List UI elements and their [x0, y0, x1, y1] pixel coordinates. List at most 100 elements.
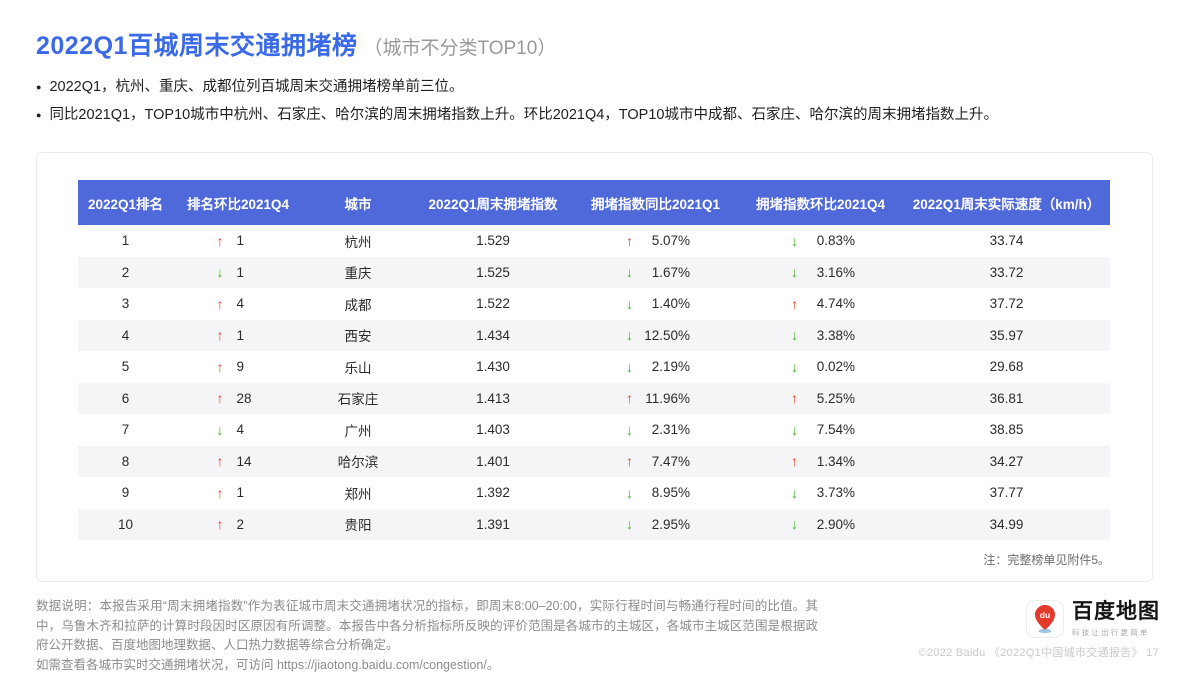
congestion-index-cell: 1.430: [476, 359, 510, 375]
logo-tagline: 科技让出行更简单: [1072, 628, 1150, 637]
ranking-table: 2022Q1排名 排名环比2021Q4 城市 2022Q1周末拥堵指数 拥堵指数…: [78, 180, 1110, 540]
rank-change-value: 1: [236, 233, 245, 249]
congestion-index-cell: 1.522: [476, 296, 510, 312]
city-cell: 重庆: [344, 266, 372, 282]
col-yoy: 拥堵指数同比2021Q1: [573, 180, 738, 225]
rank-change-cell: ↑ 1: [173, 225, 303, 257]
rank-cell: 2: [121, 264, 130, 280]
speed-cell: 34.99: [989, 516, 1024, 532]
qoq-cell: ↓ 3.38%: [738, 320, 903, 352]
baidu-maps-logo: du 百度地图 科技让出行更简单: [1026, 600, 1160, 638]
yoy-value: 2.19%: [651, 359, 690, 375]
qoq-value: 3.16%: [816, 264, 855, 280]
yoy-cell: ↑ 5.07%: [573, 225, 738, 257]
yoy-value: 11.96%: [645, 390, 690, 406]
page-title: 2022Q1百城周末交通拥堵榜: [36, 32, 358, 60]
table-row: 5 ↑ 9 乐山 1.430 ↓ 2.19% ↓ 0.02% 29.68: [78, 351, 1110, 383]
trend-arrow-icon: ↑: [216, 484, 224, 501]
bullet-text: 同比2021Q1，TOP10城市中杭州、石家庄、哈尔滨的周末拥堵指数上升。环比2…: [49, 107, 998, 123]
congestion-index-cell: 1.392: [476, 485, 510, 501]
trend-arrow-icon: ↓: [626, 295, 633, 312]
col-rank-change: 排名环比2021Q4: [173, 180, 303, 225]
description-text: 数据说明：本报告采用“周末拥堵指数”作为表征城市周末交通拥堵状况的指标，即周末8…: [36, 599, 818, 653]
congestion-url-link[interactable]: https://jiaotong.baidu.com/congestion/: [276, 657, 487, 672]
table-row: 10 ↑ 2 贵阳 1.391 ↓ 2.95% ↓ 2.90% 34.99: [78, 508, 1110, 541]
yoy-cell: ↓ 8.95%: [573, 477, 738, 509]
table-row: 2 ↓ 1 重庆 1.525 ↓ 1.67% ↓ 3.16% 33.72: [78, 256, 1110, 289]
summary-bullets: ● 2022Q1，杭州、重庆、成都位列百城周末交通拥堵榜单前三位。 ● 同比20…: [36, 78, 998, 134]
rank-cell: 9: [121, 485, 130, 501]
yoy-cell: ↓ 1.40%: [573, 288, 738, 320]
rank-change-cell: ↑ 14: [173, 446, 303, 478]
qoq-value: 4.74%: [816, 296, 855, 312]
city-cell: 西安: [344, 329, 372, 345]
qoq-cell: ↑ 1.34%: [738, 446, 903, 478]
table-row: 6 ↑ 28 石家庄 1.413 ↑ 11.96% ↑ 5.25% 36.81: [78, 382, 1110, 415]
city-cell: 贵阳: [344, 518, 372, 534]
yoy-value: 2.95%: [651, 516, 690, 532]
rank-change-value: 4: [236, 296, 245, 312]
rank-change-value: 28: [236, 390, 252, 406]
ranking-table-wrap: 2022Q1排名 排名环比2021Q4 城市 2022Q1周末拥堵指数 拥堵指数…: [78, 180, 1110, 540]
col-speed: 2022Q1周末实际速度（km/h）: [903, 180, 1110, 225]
page-subtitle: （城市不分类TOP10）: [363, 38, 557, 59]
congestion-index-cell: 1.401: [476, 453, 510, 469]
trend-arrow-icon: ↓: [791, 516, 798, 533]
city-cell: 杭州: [344, 234, 372, 250]
rank-change-value: 4: [236, 422, 245, 438]
table-row: 8 ↑ 14 哈尔滨 1.401 ↑ 7.47% ↑ 1.34% 34.27: [78, 445, 1110, 478]
trend-arrow-icon: ↑: [216, 390, 224, 407]
trend-arrow-icon: ↑: [626, 390, 633, 407]
city-cell: 郑州: [344, 486, 372, 502]
speed-cell: 33.72: [989, 264, 1024, 280]
qoq-value: 7.54%: [816, 422, 855, 438]
speed-cell: 34.27: [989, 453, 1024, 469]
qoq-cell: ↓ 3.16%: [738, 257, 903, 289]
col-rank: 2022Q1排名: [78, 180, 173, 225]
qoq-cell: ↓ 2.90%: [738, 509, 903, 541]
rank-cell: 7: [121, 422, 130, 438]
yoy-cell: ↓ 1.67%: [573, 257, 738, 289]
rank-change-cell: ↓ 4: [173, 414, 303, 446]
rank-cell: 3: [121, 296, 130, 312]
table-row: 7 ↓ 4 广州 1.403 ↓ 2.31% ↓ 7.54% 38.85: [78, 414, 1110, 446]
yoy-cell: ↑ 11.96%: [573, 383, 738, 415]
col-qoq: 拥堵指数环比2021Q4: [738, 180, 903, 225]
rank-change-value: 2: [236, 516, 245, 532]
qoq-value: 0.83%: [816, 233, 855, 249]
trend-arrow-icon: ↑: [216, 295, 224, 312]
trend-arrow-icon: ↓: [791, 421, 798, 438]
rank-change-cell: ↑ 9: [173, 351, 303, 383]
rank-change-value: 14: [236, 453, 252, 469]
access-suffix: 。: [486, 657, 500, 672]
rank-change-cell: ↑ 4: [173, 288, 303, 320]
svg-text:du: du: [1040, 610, 1050, 620]
trend-arrow-icon: ↓: [791, 484, 798, 501]
rank-change-value: 9: [236, 359, 245, 375]
trend-arrow-icon: ↓: [791, 327, 798, 344]
trend-arrow-icon: ↓: [626, 484, 633, 501]
table-note: 注：完整榜单见附件5。: [983, 553, 1110, 567]
rank-change-cell: ↑ 1: [173, 320, 303, 352]
trend-arrow-icon: ↓: [216, 421, 224, 438]
map-pin-icon: du: [1026, 600, 1064, 638]
qoq-cell: ↓ 0.83%: [738, 225, 903, 257]
rank-cell: 6: [121, 390, 130, 406]
bullet-item: ● 同比2021Q1，TOP10城市中杭州、石家庄、哈尔滨的周末拥堵指数上升。环…: [36, 106, 998, 124]
yoy-cell: ↑ 7.47%: [573, 446, 738, 478]
qoq-cell: ↑ 5.25%: [738, 383, 903, 415]
speed-cell: 37.77: [989, 485, 1024, 501]
trend-arrow-icon: ↓: [791, 232, 798, 249]
data-description: 数据说明：本报告采用“周末拥堵指数”作为表征城市周末交通拥堵状况的指标，即周末8…: [36, 597, 818, 674]
qoq-value: 2.90%: [816, 516, 855, 532]
trend-arrow-icon: ↓: [626, 327, 633, 344]
trend-arrow-icon: ↑: [791, 453, 798, 470]
table-row: 3 ↑ 4 成都 1.522 ↓ 1.40% ↑ 4.74% 37.72: [78, 288, 1110, 320]
trend-arrow-icon: ↑: [216, 232, 224, 249]
qoq-cell: ↓ 0.02%: [738, 351, 903, 383]
trend-arrow-icon: ↑: [626, 232, 633, 249]
table-row: 4 ↑ 1 西安 1.434 ↓ 12.50% ↓ 3.38% 35.97: [78, 319, 1110, 352]
yoy-value: 2.31%: [651, 422, 690, 438]
yoy-value: 1.67%: [651, 264, 690, 280]
qoq-value: 5.25%: [816, 390, 855, 406]
